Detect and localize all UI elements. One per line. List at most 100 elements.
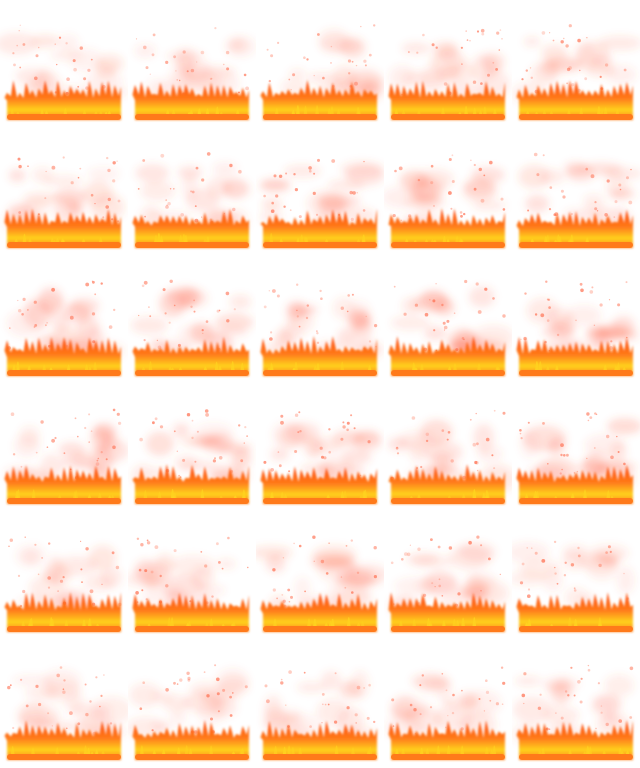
flame-core-streak — [10, 745, 15, 756]
ember-particle — [352, 191, 356, 195]
ember-particle — [433, 329, 436, 332]
ember-particle — [141, 589, 144, 592]
ember-particle — [446, 438, 449, 441]
ember-particle — [149, 73, 151, 75]
ember-particle — [206, 694, 210, 698]
flame-base — [391, 626, 505, 632]
flame-base — [135, 498, 249, 504]
ember-particle — [473, 163, 476, 167]
flame-core-streak — [230, 361, 235, 372]
ember-particle — [246, 435, 248, 437]
ember-particle — [280, 414, 284, 418]
ember-particle — [293, 173, 296, 176]
ember-particle — [88, 413, 91, 416]
ember-particle — [144, 569, 148, 573]
ember-particle — [54, 436, 57, 440]
ember-particle — [541, 31, 546, 35]
flame-base — [7, 114, 121, 120]
flame-band — [4, 337, 121, 376]
ember-particle — [552, 39, 555, 42]
ember-particle — [441, 595, 444, 597]
ember-particle — [316, 330, 318, 332]
ember-particle — [18, 211, 22, 214]
ember-particle — [214, 457, 216, 460]
flame-graphic — [388, 409, 512, 504]
ember-particle — [606, 179, 610, 183]
ember-particle — [363, 160, 365, 163]
ember-particle — [69, 711, 73, 715]
ember-particle — [280, 678, 283, 681]
flame-frame — [0, 384, 128, 512]
ember-particle — [91, 312, 96, 316]
ember-particle — [59, 579, 64, 583]
ember-particle — [334, 672, 337, 675]
ember-particle — [159, 574, 162, 578]
ember-particle — [577, 554, 581, 558]
ember-particle — [20, 465, 23, 468]
ember-particle — [92, 340, 96, 344]
ember-particle — [99, 705, 101, 708]
ember-particle — [111, 218, 114, 221]
ember-particle — [560, 443, 564, 447]
ember-particle — [584, 77, 588, 81]
flame-core-streak — [472, 617, 477, 628]
ember-particle — [22, 43, 26, 46]
ember-particle — [273, 174, 277, 178]
ember-particle — [113, 308, 116, 312]
flame-core-streak — [82, 619, 86, 628]
flame-core-streak — [472, 489, 477, 500]
ember-particle — [229, 714, 233, 717]
ember-particle — [200, 551, 203, 553]
ember-particle — [232, 207, 236, 212]
ember-particle — [112, 445, 116, 450]
flame-band — [516, 80, 633, 120]
ember-particle — [95, 676, 98, 679]
ember-particle — [17, 574, 21, 577]
ember-particle — [112, 179, 116, 183]
flame-core-streak — [588, 746, 593, 756]
ember-particle — [413, 708, 417, 712]
ember-particle — [489, 699, 492, 702]
flame-band — [388, 720, 505, 760]
ember-particle — [168, 321, 171, 324]
ember-particle — [577, 546, 580, 550]
ember-particle — [539, 693, 542, 696]
flame-frame — [512, 0, 640, 128]
ember-particle — [277, 41, 280, 45]
ember-particle — [12, 453, 16, 456]
ember-particle — [364, 64, 367, 67]
ember-particle — [309, 169, 312, 173]
ember-particle — [617, 451, 620, 453]
ember-particle — [362, 209, 366, 212]
ember-particle — [37, 46, 40, 49]
flame-band — [388, 592, 505, 632]
flame-core-streak — [86, 747, 91, 756]
ember-particle — [178, 474, 180, 477]
ember-particle — [112, 408, 116, 412]
flame-core-streak — [363, 489, 368, 500]
ember-particle — [360, 25, 362, 28]
ember-particle — [600, 711, 603, 714]
ember-particle — [177, 343, 181, 347]
flame-core-streak — [303, 105, 308, 116]
flame-core-streak — [538, 361, 543, 372]
ember-particle — [594, 412, 597, 415]
ember-particle — [88, 441, 90, 443]
ember-particle — [211, 595, 214, 598]
flame-core-streak — [455, 235, 460, 244]
ember-particle — [272, 568, 276, 572]
ember-particle — [625, 281, 628, 284]
ember-particle — [400, 219, 402, 221]
ember-particle — [139, 437, 143, 442]
ember-particle — [34, 543, 37, 546]
flame-graphic — [260, 24, 384, 120]
ember-particle — [527, 209, 530, 212]
ember-particle — [573, 472, 576, 474]
ember-particle — [605, 722, 609, 727]
ember-particle — [327, 703, 330, 706]
ember-particle — [290, 89, 292, 91]
ember-particle — [342, 425, 346, 429]
ember-particle — [271, 201, 274, 205]
ember-particle — [472, 442, 477, 447]
ember-particle — [356, 192, 358, 194]
